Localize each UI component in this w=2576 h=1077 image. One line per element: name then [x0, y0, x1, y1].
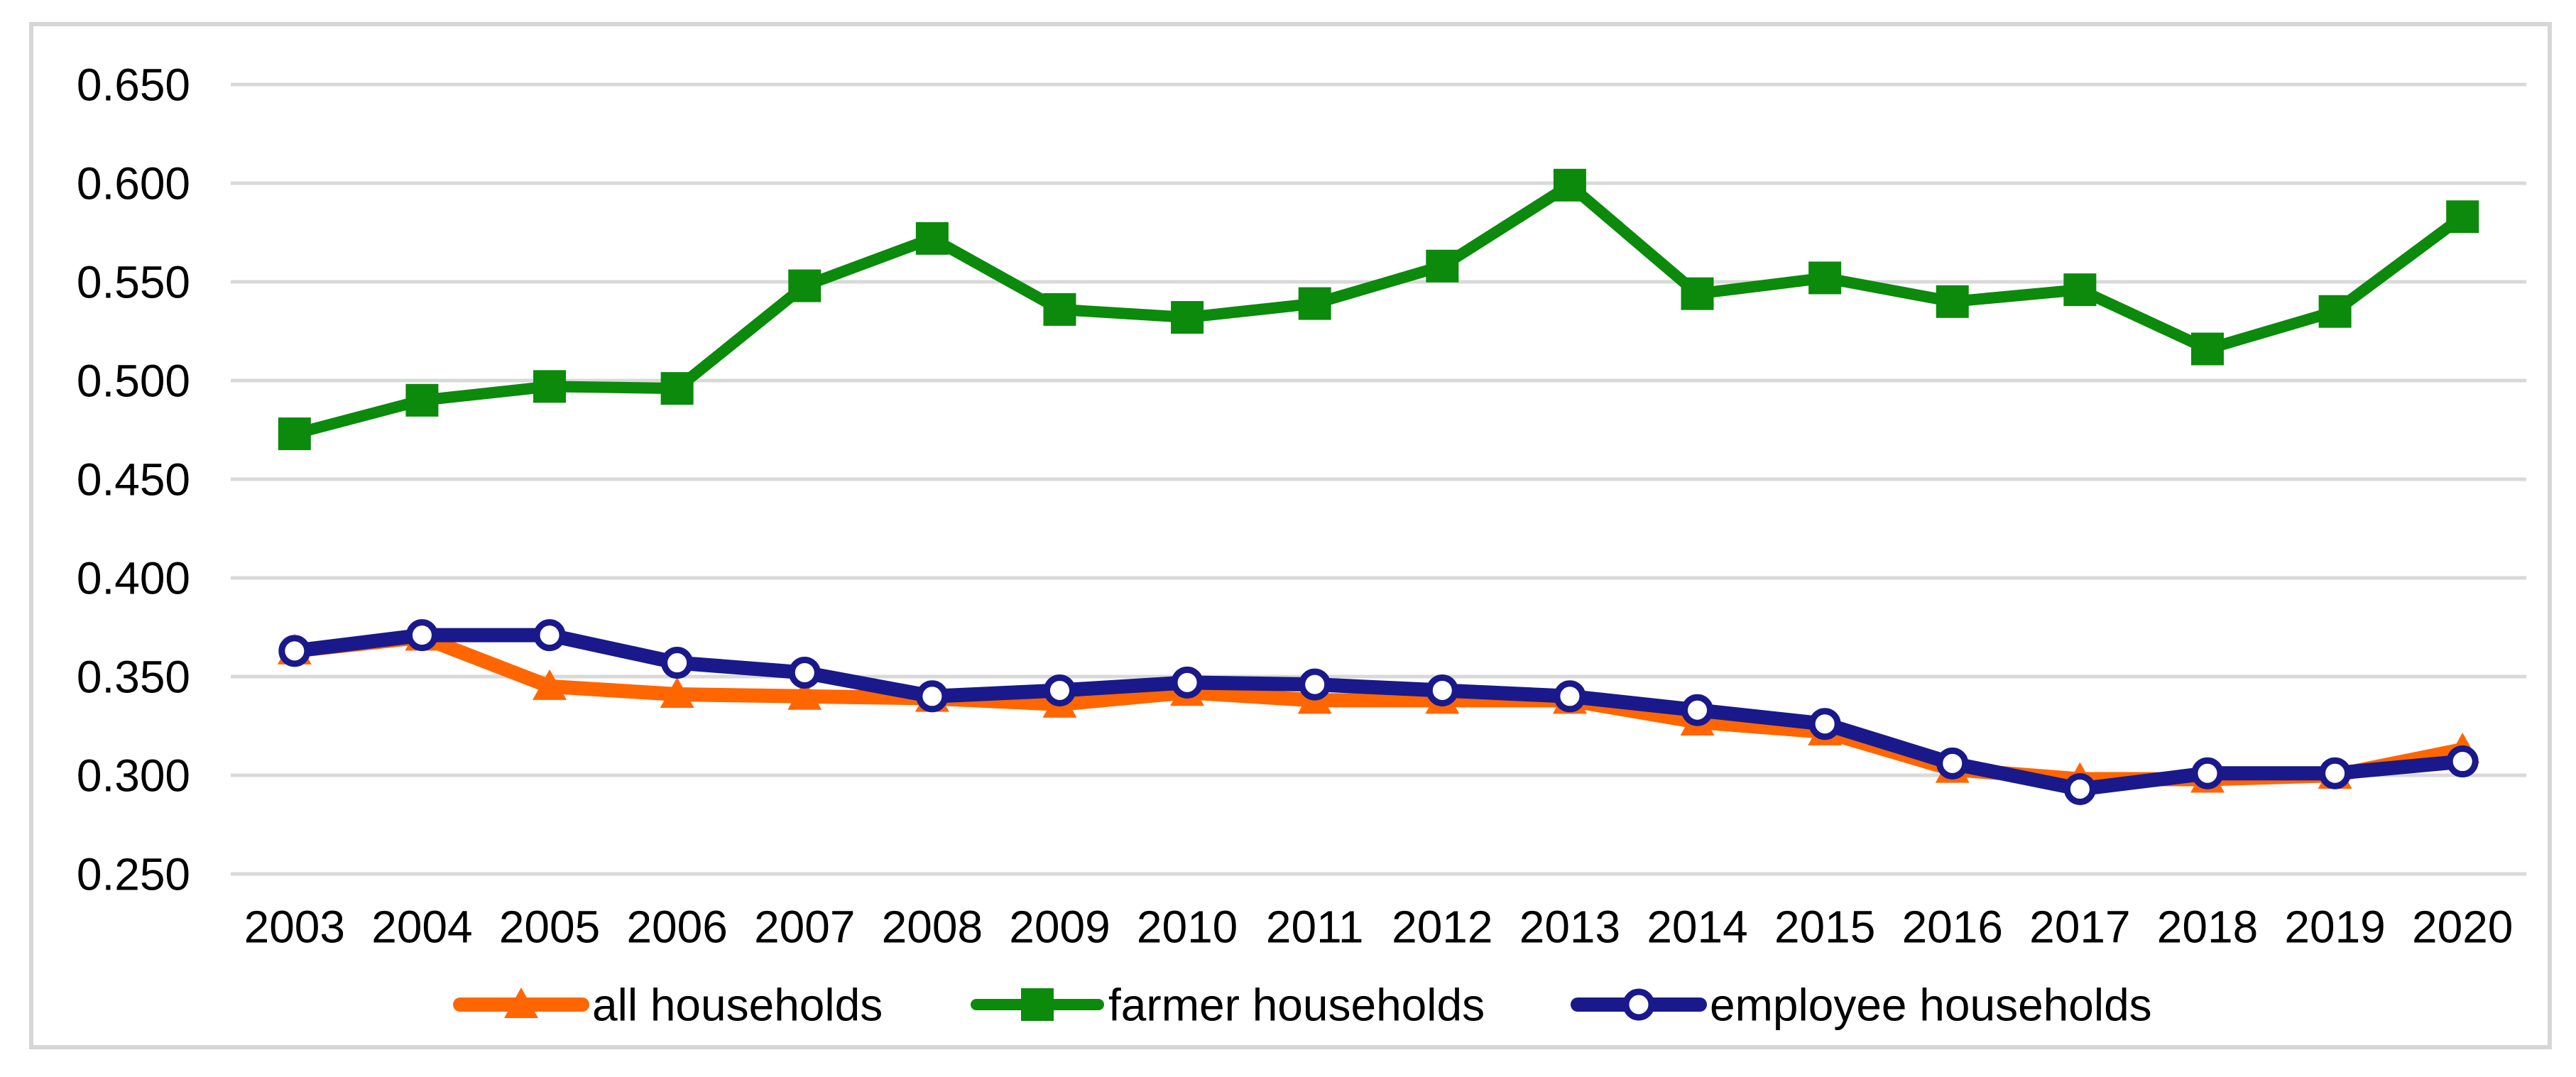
x-axis-tick-label: 2016 — [1902, 901, 2003, 952]
square-marker-farmer-households — [1426, 249, 1459, 283]
square-marker-farmer-households — [533, 370, 567, 403]
triangle-marker-all-households — [533, 669, 567, 700]
x-axis-tick-label: 2014 — [1647, 901, 1747, 952]
x-axis-tick-label: 2004 — [371, 901, 472, 952]
x-axis-tick-label: 2015 — [1774, 901, 1875, 952]
triangle-marker-all-households — [660, 677, 694, 709]
square-marker-farmer-households — [1553, 168, 1586, 202]
y-axis-tick-label: 0.450 — [77, 454, 190, 505]
circle-open-marker-employee-households — [916, 680, 949, 713]
circle-open-marker-employee-households — [1043, 674, 1076, 706]
series-line-employee-households — [287, 628, 2470, 797]
circle-open-marker-employee-households — [1936, 747, 1969, 780]
legend-item-employee-households: employee households — [1571, 979, 2152, 1030]
y-axis: 0.250 0.300 0.350 0.400 0.450 0.500 0.550 0.600… — [77, 59, 190, 900]
square-marker-farmer-households — [915, 222, 949, 255]
legend-item-all-households: all households — [453, 979, 883, 1030]
circle-open-marker-employee-households — [1171, 666, 1204, 699]
square-marker-farmer-households — [660, 372, 694, 405]
circle-open-marker-employee-households — [533, 619, 566, 652]
square-marker-farmer-households — [1043, 293, 1076, 326]
x-axis-tick-label: 2009 — [1009, 901, 1110, 952]
legend: all households farmer households employee … — [453, 979, 2152, 1030]
legend-label-employee-households: employee households — [1710, 979, 2152, 1030]
square-marker-farmer-households — [1936, 285, 1969, 318]
legend-item-farmer-households: farmer households — [971, 979, 1485, 1030]
legend-label-all-households: all households — [592, 979, 883, 1030]
x-axis: 2003 2004 2005 2006 2007 2008 2009 2010 2011 2012… — [244, 901, 2514, 952]
square-marker-farmer-households — [1171, 301, 1204, 334]
legend-label-farmer-households: farmer households — [1108, 979, 1485, 1030]
y-axis-tick-label: 0.400 — [77, 552, 190, 603]
x-axis-tick-label: 2011 — [1266, 901, 1364, 952]
triangle-marker-all-households — [787, 679, 822, 710]
circle-open-marker-employee-households — [2063, 772, 2096, 805]
circle-open-marker-employee-households — [405, 619, 438, 652]
square-marker-farmer-households — [2446, 200, 2479, 234]
y-axis-tick-label: 0.600 — [77, 158, 190, 209]
x-axis-tick-label: 2018 — [2157, 901, 2258, 952]
y-axis-tick-label: 0.250 — [77, 848, 190, 900]
circle-open-marker-employee-households — [2319, 757, 2352, 789]
x-axis-tick-label: 2005 — [499, 901, 600, 952]
circle-open-marker-employee-households — [1426, 674, 1458, 706]
y-axis-tick-label: 0.550 — [77, 256, 190, 307]
square-marker-farmer-households — [278, 417, 311, 451]
triangle-marker-legend-all-households — [504, 988, 538, 1018]
circle-open-marker-employee-households — [661, 647, 694, 679]
square-marker-farmer-households — [2190, 332, 2224, 366]
series-line-all-households — [287, 630, 2470, 787]
square-marker-farmer-households — [405, 383, 439, 417]
series-employee-households — [278, 619, 2479, 805]
square-marker-farmer-households — [2063, 273, 2097, 307]
gridlines — [231, 82, 2526, 876]
square-marker-farmer-households — [2318, 295, 2352, 328]
circle-open-marker-employee-households — [2191, 757, 2224, 789]
series-line-farmer-households — [288, 179, 2469, 440]
circle-open-marker-employee-households — [1299, 668, 1331, 701]
x-axis-tick-label: 2007 — [754, 901, 855, 952]
circle-open-marker-employee-households — [2446, 745, 2479, 778]
circle-open-marker-employee-households — [1808, 708, 1841, 740]
x-axis-tick-label: 2017 — [2029, 901, 2130, 952]
y-axis-tick-label: 0.650 — [77, 59, 190, 110]
x-axis-tick-label: 2008 — [882, 901, 983, 952]
y-axis-tick-label: 0.300 — [77, 750, 190, 801]
circle-open-marker-employee-households — [1681, 694, 1714, 726]
circle-open-marker-employee-households — [278, 635, 311, 667]
circle-open-marker-employee-households — [788, 656, 821, 689]
x-axis-tick-label: 2006 — [626, 901, 727, 952]
circle-open-marker-employee-households — [1554, 680, 1586, 713]
x-axis-tick-label: 2020 — [2412, 901, 2513, 952]
square-marker-farmer-households — [788, 269, 822, 302]
x-axis-tick-label: 2010 — [1137, 901, 1238, 952]
y-axis-tick-label: 0.500 — [77, 355, 190, 406]
square-marker-farmer-households — [1298, 287, 1331, 320]
circle-open-marker-legend-employee-households — [1622, 988, 1655, 1021]
y-axis-tick-label: 0.350 — [77, 651, 190, 702]
square-marker-legend-farmer-households — [1021, 988, 1054, 1021]
x-axis-tick-label: 2012 — [1392, 901, 1492, 952]
square-marker-farmer-households — [1808, 261, 1842, 295]
x-axis-tick-label: 2019 — [2284, 901, 2385, 952]
chart-frame — [29, 22, 2552, 1049]
series-farmer-households — [278, 168, 2479, 451]
x-axis-tick-label: 2003 — [244, 901, 345, 952]
square-marker-farmer-households — [1681, 277, 1714, 310]
x-axis-tick-label: 2013 — [1519, 901, 1620, 952]
